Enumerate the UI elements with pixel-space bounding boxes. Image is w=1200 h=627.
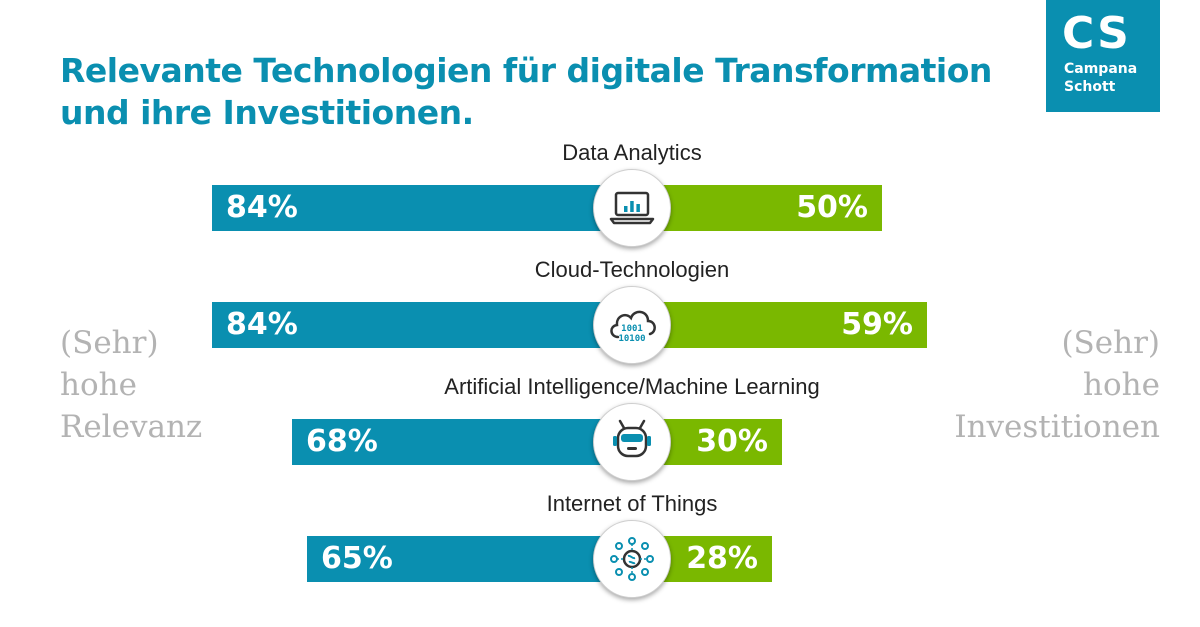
logo-mark: CS (1062, 8, 1131, 59)
right-legend-line-1: (Sehr) (1061, 325, 1160, 361)
left-legend-line-2: hohe (60, 367, 137, 403)
relevance-bar-artificial-intelligence-machine-learning: 68% (292, 419, 632, 465)
svg-text:1001: 1001 (621, 324, 643, 334)
category-label-data-analytics: Data Analytics (562, 140, 702, 165)
title-line-1: Relevante Technologien für digitale Tran… (60, 51, 992, 90)
investment-value-label: 28% (686, 541, 758, 576)
cloud-binary-icon: 1001 10100 (593, 286, 671, 364)
investment-bar-data-analytics: 50% (632, 185, 882, 231)
campana-schott-logo: CS Campana Schott (1046, 0, 1160, 112)
right-side-legend: (Sehr) hohe Investitionen (954, 322, 1160, 448)
relevance-value-label: 65% (321, 541, 393, 576)
relevance-bar-cloud-technologien: 84% (212, 302, 632, 348)
investment-value-label: 30% (696, 424, 768, 459)
laptop-chart-icon (593, 169, 671, 247)
category-label-artificial-intelligence-machine-learning: Artificial Intelligence/Machine Learning (444, 374, 820, 399)
iot-network-icon (593, 520, 671, 598)
relevance-value-label: 68% (306, 424, 378, 459)
robot-icon (593, 403, 671, 481)
investment-value-label: 59% (841, 307, 913, 342)
chart-title: Relevante Technologien für digitale Tran… (60, 50, 1020, 134)
relevance-bar-data-analytics: 84% (212, 185, 632, 231)
title-line-2: und ihre Investitionen. (60, 93, 474, 132)
right-legend-line-3: Investitionen (954, 409, 1160, 445)
investment-value-label: 50% (796, 190, 868, 225)
left-side-legend: (Sehr) hohe Relevanz (60, 322, 202, 448)
left-legend-line-1: (Sehr) (60, 325, 159, 361)
logo-name-line-1: Campana (1064, 61, 1138, 77)
relevance-value-label: 84% (226, 190, 298, 225)
relevance-value-label: 84% (226, 307, 298, 342)
right-legend-line-2: hohe (1083, 367, 1160, 403)
category-label-cloud-technologien: Cloud-Technologien (534, 257, 730, 282)
logo-name-line-2: Schott (1064, 79, 1116, 95)
category-label-internet-of-things: Internet of Things (546, 491, 718, 516)
svg-text:10100: 10100 (618, 334, 645, 344)
investment-bar-cloud-technologien: 59% (632, 302, 927, 348)
left-legend-line-3: Relevanz (60, 409, 203, 445)
relevance-bar-internet-of-things: 65% (307, 536, 632, 582)
